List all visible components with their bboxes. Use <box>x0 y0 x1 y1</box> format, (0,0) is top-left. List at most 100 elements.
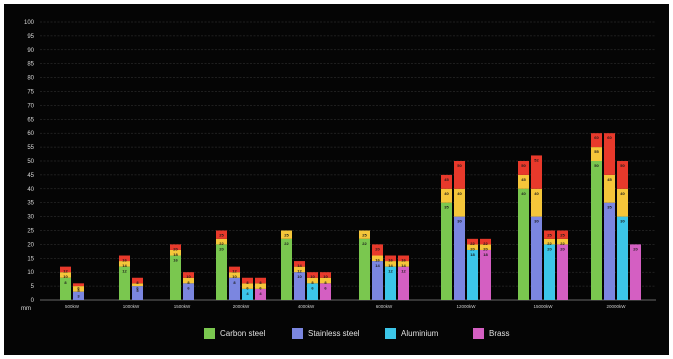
y-tick-label: 85 <box>27 62 34 68</box>
bar-segment-carbon-steel <box>60 266 71 273</box>
bar-segment-brass <box>480 238 491 245</box>
y-tick-label: 75 <box>27 90 34 96</box>
bar-segment-stainless-steel <box>454 188 465 217</box>
y-tick-label: 5 <box>31 284 35 290</box>
legend-swatch <box>473 328 484 339</box>
bar-value-label: 10 <box>297 274 302 279</box>
bar-value-label: 40 <box>620 191 625 196</box>
bar-value-label: 8 <box>324 280 327 285</box>
bar-segment-carbon-steel <box>518 174 529 189</box>
bar-value-label: 20 <box>633 246 638 251</box>
bar-value-label: 40 <box>457 191 462 196</box>
bar-segment-carbon-steel <box>119 255 130 262</box>
bar-value-label: 12 <box>63 269 68 274</box>
bar-value-label: 45 <box>444 177 449 182</box>
bar-segment-aluminium <box>242 283 253 289</box>
bar-segment-carbon-steel <box>60 277 71 300</box>
bar-segment-stainless-steel <box>604 174 615 203</box>
bar-value-label: 20 <box>219 246 224 251</box>
legend-label: Stainless steel <box>308 329 360 338</box>
bar-segment-stainless-steel <box>372 255 383 262</box>
y-tick-label: 65 <box>27 117 34 123</box>
bar-segment-aluminium <box>385 261 396 267</box>
bar-groups: 8101235612141656816182068102022258101246… <box>60 133 641 300</box>
legend-swatch <box>292 328 303 339</box>
bar-segment-stainless-steel <box>454 161 465 189</box>
x-tick-label: 4000kW <box>298 304 315 309</box>
bar-value-label: 30 <box>457 219 462 224</box>
y-tick-label: 20 <box>27 242 34 248</box>
bar-segment-aluminium <box>467 238 478 245</box>
x-tick-label: 1000kW <box>123 304 140 309</box>
bar-value-label: 16 <box>173 258 178 263</box>
bar-segment-stainless-steel <box>183 277 194 284</box>
bar-segment-brass <box>480 244 491 250</box>
y-tick-label: 30 <box>27 215 34 221</box>
bar-segment-stainless-steel <box>294 261 305 267</box>
bar-value-label: 16 <box>388 258 393 263</box>
bar-value-label: 8 <box>311 280 314 285</box>
bar-value-label: 10 <box>323 274 328 279</box>
y-tick-label: 70 <box>27 103 34 109</box>
x-tick-label: 15000kW <box>533 304 553 309</box>
bar-value-label: 8 <box>246 280 249 285</box>
bar-segment-brass <box>255 283 266 289</box>
bar-value-label: 25 <box>560 233 565 238</box>
bar-segment-aluminium <box>617 216 628 300</box>
bar-segment-brass <box>320 283 331 300</box>
bar-value-label: 40 <box>444 191 449 196</box>
bar-value-label: 4 <box>259 291 262 296</box>
bar-value-label: 14 <box>375 263 380 268</box>
bar-value-label: 14 <box>388 263 393 268</box>
bar-segment-carbon-steel <box>216 244 227 300</box>
y-tick-label: 25 <box>27 229 34 235</box>
bar-value-label: 20 <box>560 246 565 251</box>
bar-value-label: 8 <box>64 280 67 285</box>
bar-segment-stainless-steel <box>229 277 240 300</box>
bar-value-label: 40 <box>534 191 539 196</box>
bar-value-label: 6 <box>136 285 139 290</box>
bar-segment-aluminium <box>307 283 318 300</box>
bar-segment-carbon-steel <box>518 161 529 175</box>
bar-segment-brass <box>255 277 266 284</box>
bar-segment-carbon-steel <box>359 238 370 300</box>
bar-segment-brass <box>398 255 409 262</box>
bar-segment-brass <box>480 249 491 300</box>
bar-segment-stainless-steel <box>531 155 542 189</box>
bar-segment-stainless-steel <box>73 286 84 292</box>
bar-segment-carbon-steel <box>441 174 452 189</box>
bar-segment-carbon-steel <box>591 133 602 148</box>
bar-value-label: 6 <box>187 285 190 290</box>
bar-segment-brass <box>630 244 641 300</box>
bar-segment-stainless-steel <box>531 216 542 300</box>
bar-value-label: 22 <box>560 241 565 246</box>
y-tick-label: 80 <box>27 76 34 82</box>
bar-segment-carbon-steel <box>216 230 227 239</box>
bar-value-label: 25 <box>547 233 552 238</box>
bar-segment-stainless-steel <box>294 272 305 300</box>
bar-segment-aluminium <box>307 277 318 284</box>
y-tick-label: 100 <box>24 20 35 26</box>
y-tick-label: 10 <box>27 270 34 276</box>
bar-segment-brass <box>557 230 568 239</box>
x-tick-label: 2000kW <box>233 304 250 309</box>
bar-segment-carbon-steel <box>60 272 71 278</box>
bar-group-20000kW: 50 55 60 35 45 60 30 40 50 20 <box>591 133 641 300</box>
bar-value-label: 6 <box>324 285 327 290</box>
bar-value-label: 35 <box>607 205 612 210</box>
bar-segment-aluminium <box>544 244 555 300</box>
y-tick-label: 90 <box>27 48 34 54</box>
x-axis-categories: 500kW 1000kW 1500kW 2000kW 4000kW 6000kW 12000… <box>65 304 626 309</box>
bar-value-label: 35 <box>444 205 449 210</box>
bar-segment-aluminium <box>617 161 628 189</box>
bar-segment-aluminium <box>242 288 253 300</box>
bar-segment-carbon-steel <box>281 230 292 239</box>
y-tick-label: 0 <box>31 298 35 304</box>
bar-segment-stainless-steel <box>132 283 143 287</box>
bar-segment-stainless-steel <box>604 133 615 175</box>
grid-lines <box>40 21 656 301</box>
